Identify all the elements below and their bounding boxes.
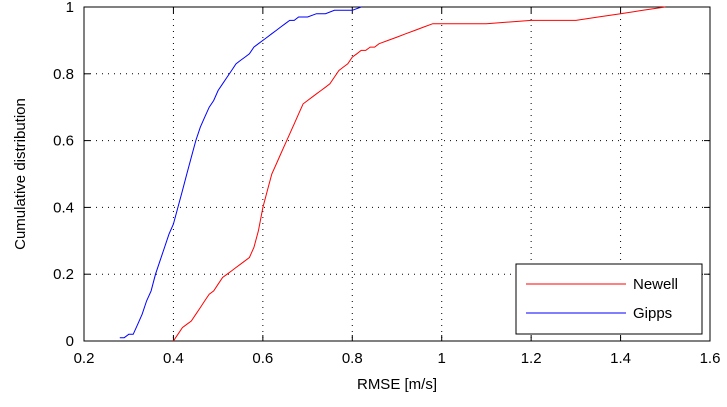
x-tick-label: 0.8: [342, 350, 363, 367]
series-lines: [119, 6, 666, 342]
x-tick-label: 0.4: [163, 350, 184, 367]
legend: Newell Gipps: [515, 263, 703, 335]
y-tick-label: 0.4: [53, 199, 74, 216]
x-axis-label: RMSE [m/s]: [357, 376, 437, 393]
x-tick-label: 0.6: [252, 350, 273, 367]
legend-label-newell: Newell: [633, 276, 678, 293]
y-tick-label: 0.6: [53, 133, 74, 150]
y-tick-labels: 0 0.2 0.4 0.6 0.8 1: [53, 0, 74, 350]
y-tick-label: 0: [66, 333, 74, 350]
x-tick-label: 1.4: [610, 350, 631, 367]
series-line-gipps: [119, 6, 362, 339]
x-tick-label: 1.2: [521, 350, 542, 367]
series-line-newell: [172, 6, 666, 342]
x-tick-labels: 0.2 0.4 0.6 0.8 1 1.2 1.4 1.6: [74, 350, 721, 367]
y-tick-label: 0.2: [53, 266, 74, 283]
plot-area-frame: [83, 6, 711, 342]
y-tick-label: 1: [66, 0, 74, 16]
grid-lines: [84, 7, 710, 341]
x-tick-label: 0.2: [74, 350, 95, 367]
legend-label-gipps: Gipps: [633, 305, 672, 322]
x-tick-label: 1.6: [700, 350, 721, 367]
axis-ticks: [83, 6, 711, 342]
y-axis-label: Cumulative distribution: [12, 98, 29, 250]
x-tick-label: 1: [438, 350, 446, 367]
legend-box: [515, 263, 703, 335]
y-tick-label: 0.8: [53, 66, 74, 83]
